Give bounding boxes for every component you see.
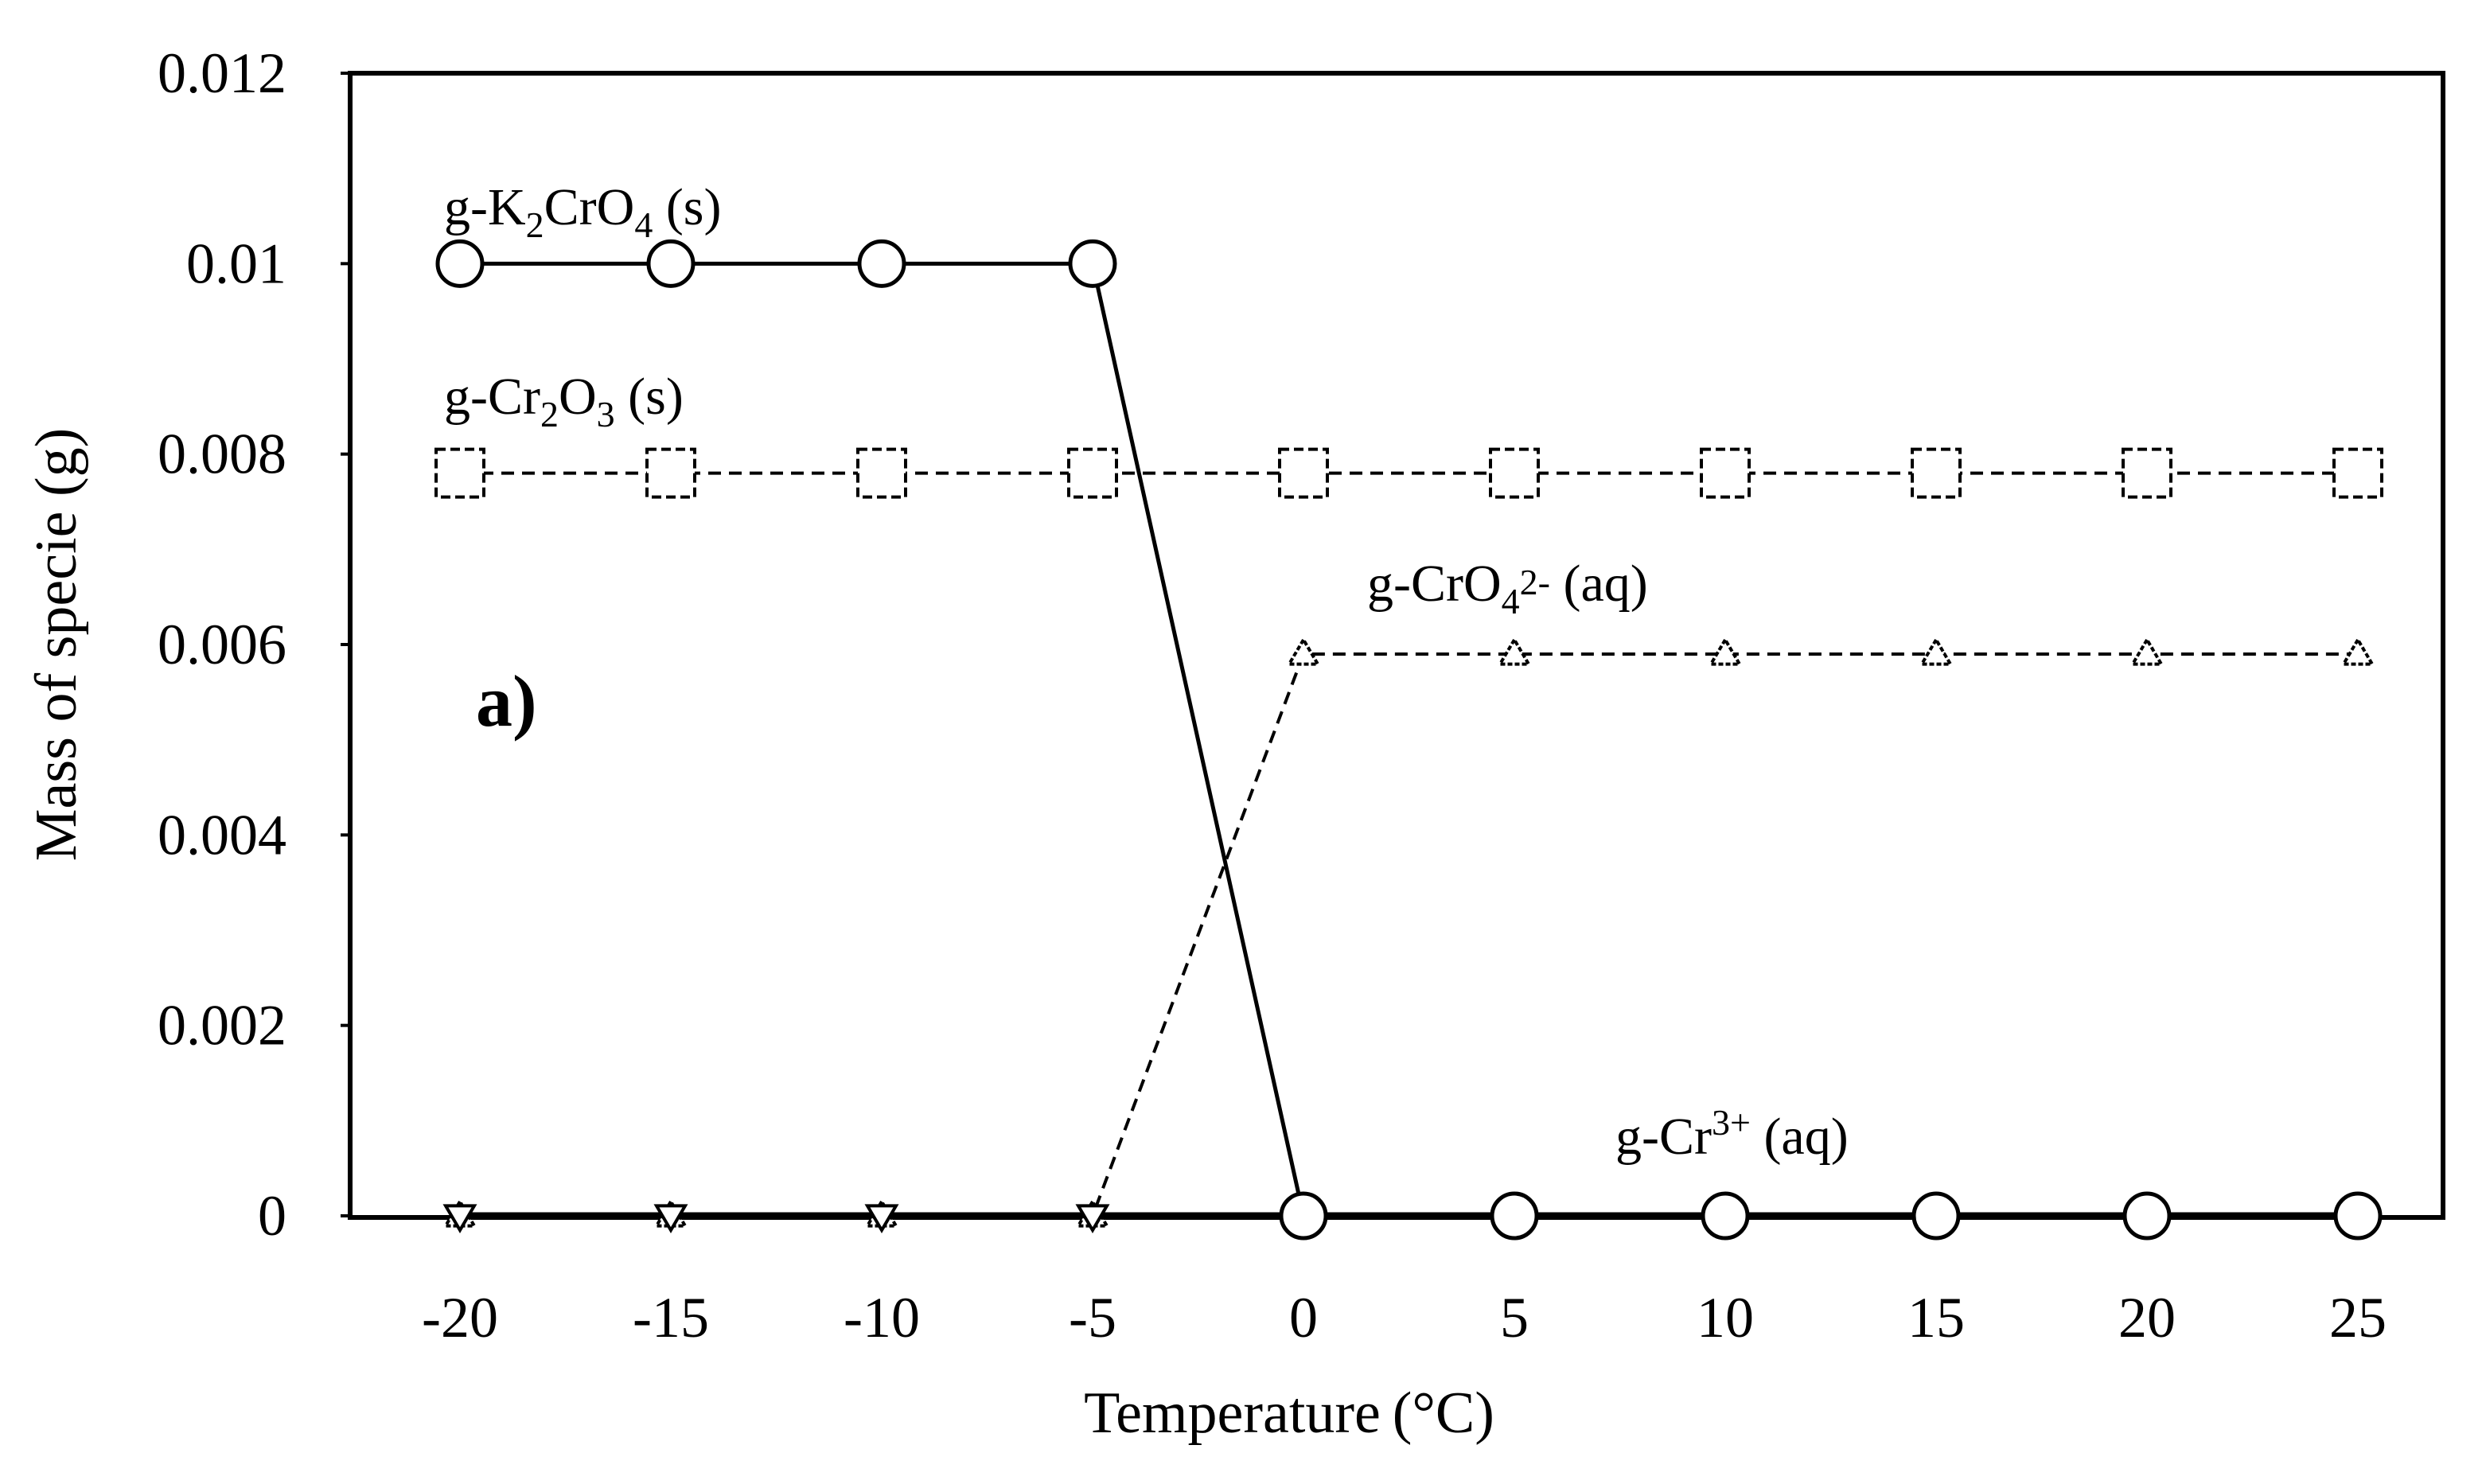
marker-triangle-up	[1919, 637, 1954, 666]
marker-triangle-up	[1497, 637, 1532, 666]
y-tick-label: 0.01	[186, 232, 286, 295]
series-label-part: (s)	[653, 178, 721, 236]
y-tick-label: 0.006	[158, 613, 286, 676]
marker-triangle-down	[442, 1204, 477, 1233]
y-tick-label: 0.002	[158, 994, 286, 1057]
x-axis-title: Temperature (°C)	[1084, 1381, 1494, 1446]
x-tick-label: 10	[1697, 1286, 1754, 1350]
y-axis-title: Mass of specie (g)	[24, 428, 89, 862]
marker-circle	[857, 239, 906, 288]
series-label-part: 2	[540, 394, 559, 434]
marker-circle	[1068, 239, 1117, 288]
marker-square	[2122, 447, 2172, 499]
series-label-part: 4	[634, 204, 653, 245]
series-line-2	[460, 652, 2358, 1217]
series-labels: g-K2CrO4 (s)g-Cr2O3 (s)g-CrO42- (aq)g-Cr…	[444, 178, 1849, 1166]
marker-square	[1067, 447, 1118, 499]
x-tick-label: -10	[844, 1286, 920, 1350]
marker-circle	[1911, 1191, 1961, 1241]
x-tick-label: -15	[633, 1286, 709, 1350]
marker-circle	[2122, 1191, 2172, 1241]
series-label-prefix: g-	[1615, 1108, 1659, 1166]
series-label-part: Cr	[488, 368, 540, 426]
y-tick-label: 0.008	[158, 423, 286, 486]
marker-square	[434, 447, 485, 499]
series-label-part: 3+	[1712, 1102, 1751, 1143]
marker-triangle-up	[2340, 637, 2375, 666]
y-tick-label: 0.012	[158, 41, 286, 105]
x-axis-ticks: -20 -15 -10 -5 0 5 10 15 20 25	[422, 1217, 2387, 1350]
marker-circle	[435, 239, 485, 288]
marker-circle	[2333, 1191, 2383, 1241]
series-label-part: 4	[1502, 581, 1520, 621]
marker-square	[1700, 447, 1751, 499]
x-tick-label: -20	[422, 1286, 498, 1350]
series-label-1: g-Cr2O3 (s)	[444, 368, 684, 434]
series-line-0	[460, 261, 2358, 1218]
y-tick-label: 0.004	[158, 803, 286, 867]
marker-circle	[1490, 1191, 1539, 1241]
series-label-part: CrO	[544, 178, 635, 236]
marker-square	[1278, 447, 1329, 499]
marker-square	[1911, 447, 1962, 499]
y-tick-label: 0	[258, 1184, 286, 1248]
marker-triangle-down	[1075, 1204, 1110, 1233]
series-label-part: K	[488, 178, 526, 236]
x-tick-label: 5	[1500, 1286, 1529, 1350]
marker-square	[2332, 447, 2383, 499]
marker-triangle-down	[653, 1204, 688, 1233]
x-tick-label: 25	[2329, 1286, 2387, 1350]
series-label-3: g-Cr3+ (aq)	[1615, 1102, 1849, 1166]
marker-circle	[1279, 1191, 1328, 1241]
marker-square	[856, 447, 907, 499]
x-tick-label: 20	[2118, 1286, 2176, 1350]
series-label-prefix: g-	[444, 368, 488, 426]
x-tick-label: 0	[1289, 1286, 1318, 1350]
marker-square	[1489, 447, 1540, 499]
marker-triangle-up	[1708, 637, 1743, 666]
series-label-part: (aq)	[1751, 1108, 1849, 1166]
panel-label: a)	[476, 660, 537, 742]
series-layer	[434, 239, 2383, 1241]
y-axis-ticks: 0 0.002 0.004 0.006 0.008 0.01 0.012	[158, 41, 350, 1248]
series-label-part: 2	[526, 204, 544, 245]
series-label-0: g-K2CrO4 (s)	[444, 178, 721, 245]
series-label-prefix: g-	[1367, 555, 1411, 613]
marker-triangle-up	[1286, 637, 1321, 666]
x-tick-label: -5	[1069, 1286, 1116, 1350]
series-label-part: (aq)	[1550, 555, 1648, 613]
marker-circle	[1701, 1191, 1750, 1241]
series-label-2: g-CrO42- (aq)	[1367, 555, 1648, 621]
series-label-part: CrO	[1411, 555, 1502, 613]
series-label-part: (s)	[615, 368, 684, 426]
x-tick-label: 15	[1907, 1286, 1965, 1350]
marker-triangle-up	[2129, 637, 2165, 666]
series-label-part: Cr	[1659, 1108, 1712, 1166]
series-label-part: 3	[597, 394, 615, 434]
series-label-part: 2-	[1520, 562, 1550, 602]
marker-circle	[646, 239, 696, 288]
series-label-part: O	[559, 368, 597, 426]
marker-square	[645, 447, 696, 499]
marker-triangle-down	[864, 1204, 899, 1233]
series-label-prefix: g-	[444, 178, 488, 236]
